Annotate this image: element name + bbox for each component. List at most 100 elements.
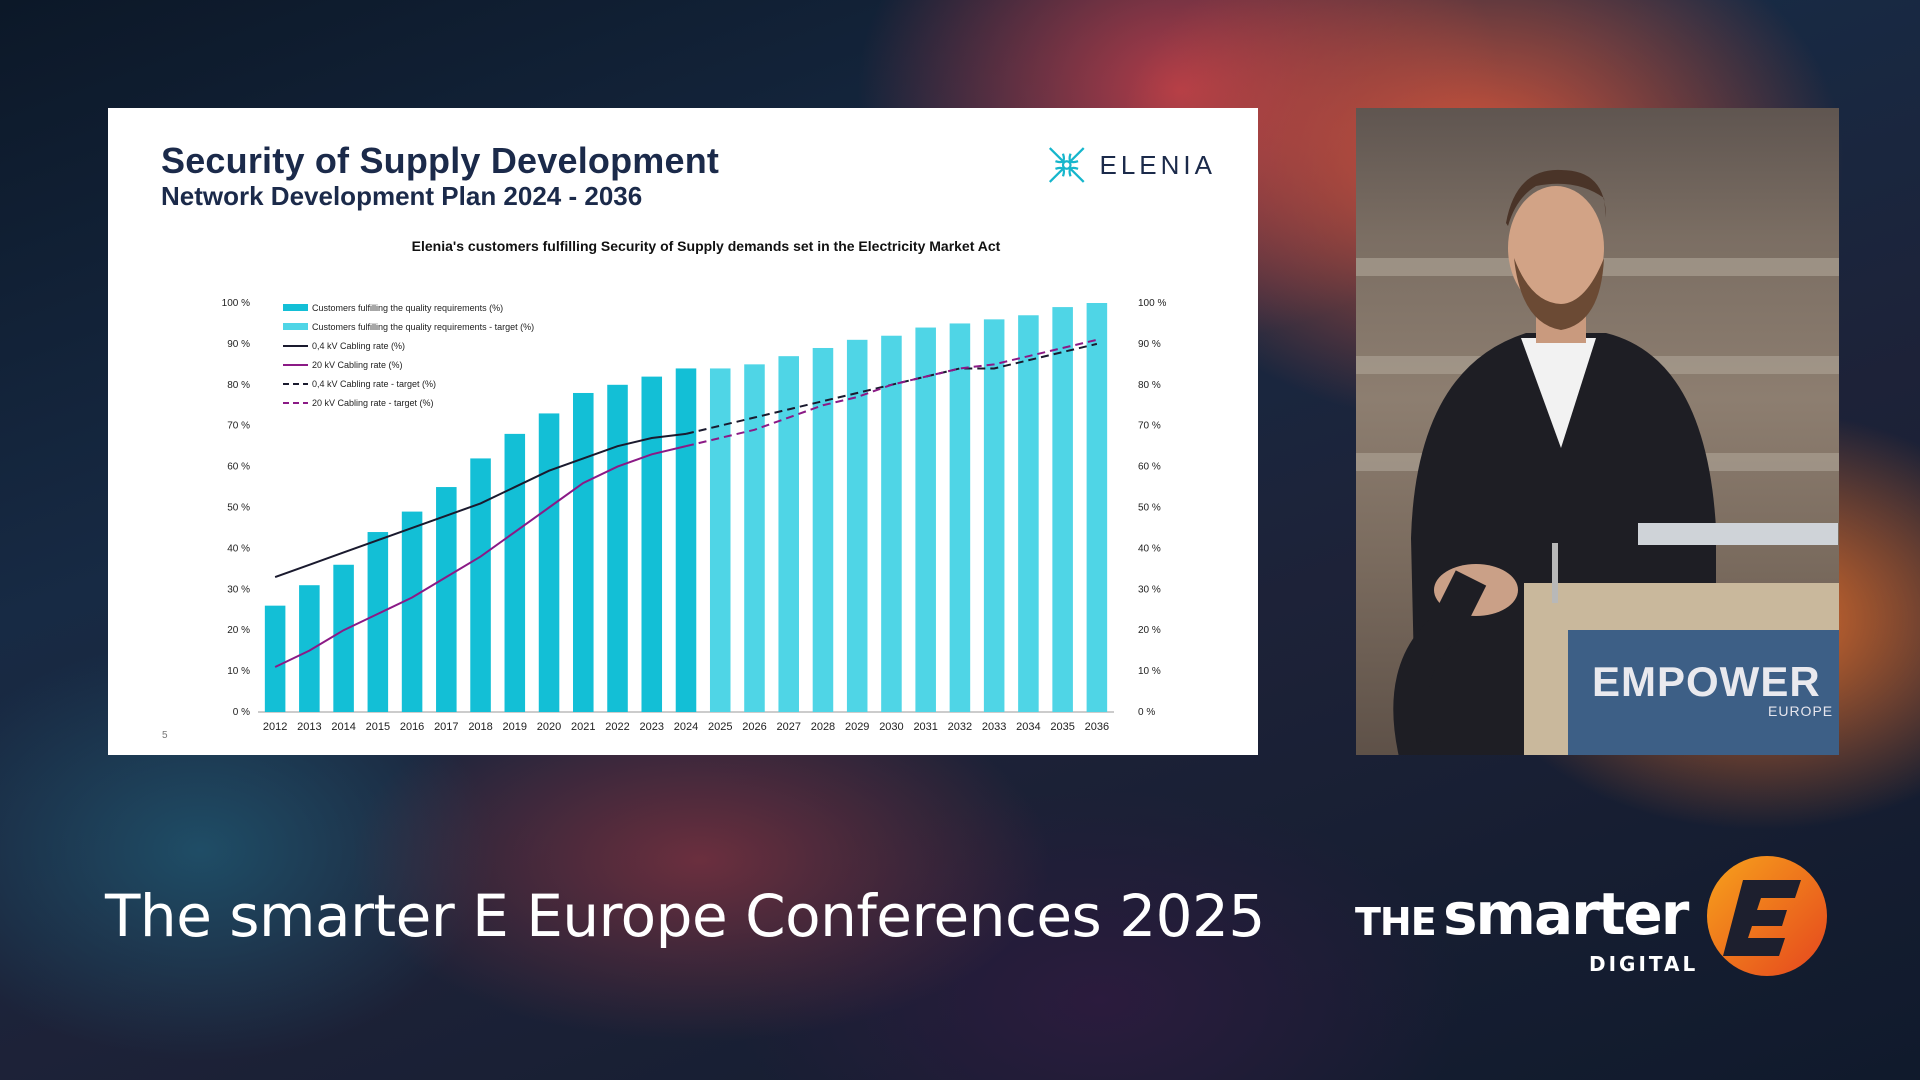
cabling-line bbox=[274, 432, 687, 578]
legend-label: Customers fulfilling the quality require… bbox=[312, 303, 503, 313]
bar-actual bbox=[470, 458, 491, 712]
x-tick-label: 2023 bbox=[640, 721, 664, 733]
logo-the: THE bbox=[1355, 900, 1437, 944]
x-tick-label: 2024 bbox=[674, 721, 698, 733]
x-tick-label: 2031 bbox=[913, 721, 937, 733]
x-tick-label: 2036 bbox=[1085, 721, 1109, 733]
x-tick-label: 2027 bbox=[776, 721, 800, 733]
y-tick-label-left: 80 % bbox=[227, 380, 250, 391]
presentation-slide: Security of Supply Development Network D… bbox=[108, 108, 1258, 755]
x-tick-label: 2025 bbox=[708, 721, 732, 733]
y-tick-label-right: 100 % bbox=[1138, 298, 1166, 309]
logo-digital: DIGITAL bbox=[1589, 952, 1699, 976]
legend-label: 20 kV Cabling rate - target (%) bbox=[312, 398, 434, 408]
target-line bbox=[685, 338, 1098, 448]
legend-label: Customers fulfilling the quality require… bbox=[312, 322, 534, 332]
x-tick-label: 2029 bbox=[845, 721, 869, 733]
legend-label: 20 kV Cabling rate (%) bbox=[312, 360, 403, 370]
legend-swatch bbox=[283, 304, 308, 311]
y-tick-label-right: 70 % bbox=[1138, 421, 1161, 432]
microphone bbox=[1552, 543, 1558, 603]
bar-target bbox=[709, 368, 731, 712]
bar-target bbox=[881, 335, 902, 712]
podium-front-panel bbox=[1568, 630, 1839, 755]
x-tick-label: 2035 bbox=[1050, 721, 1074, 733]
y-tick-label-left: 50 % bbox=[227, 503, 250, 514]
bar-actual bbox=[401, 511, 423, 712]
x-tick-label: 2016 bbox=[400, 721, 424, 733]
slide-page-number: 5 bbox=[162, 730, 168, 741]
bar-target bbox=[1052, 307, 1073, 712]
brand-name: ELENIA bbox=[1099, 149, 1216, 180]
legend-label: 0,4 kV Cabling rate - target (%) bbox=[312, 379, 436, 389]
x-tick-label: 2022 bbox=[605, 721, 629, 733]
bar-target bbox=[949, 323, 971, 712]
y-tick-label-left: 70 % bbox=[227, 421, 250, 432]
bar-actual bbox=[436, 487, 457, 712]
bar-actual bbox=[333, 564, 354, 712]
y-tick-label-left: 0 % bbox=[233, 707, 250, 718]
x-tick-label: 2032 bbox=[948, 721, 972, 733]
bar-target bbox=[812, 347, 834, 712]
x-tick-label: 2020 bbox=[537, 721, 561, 733]
speaker-video: EMPOWER EUROPE bbox=[1356, 108, 1839, 755]
y-tick-label-right: 50 % bbox=[1138, 503, 1161, 514]
y-tick-label-left: 10 % bbox=[227, 666, 250, 677]
bar-actual bbox=[573, 392, 594, 712]
x-tick-label: 2012 bbox=[263, 721, 287, 733]
x-tick-label: 2014 bbox=[331, 721, 355, 733]
legend-label: 0,4 kV Cabling rate (%) bbox=[312, 341, 405, 351]
bar-target bbox=[983, 319, 1005, 712]
bar-target bbox=[1018, 315, 1039, 712]
x-tick-label: 2026 bbox=[742, 721, 766, 733]
x-tick-label: 2017 bbox=[434, 721, 458, 733]
y-tick-label-right: 20 % bbox=[1138, 625, 1161, 636]
x-tick-label: 2013 bbox=[297, 721, 321, 733]
laptop bbox=[1638, 523, 1838, 545]
y-tick-label-right: 80 % bbox=[1138, 380, 1161, 391]
bar-target bbox=[846, 339, 868, 712]
bar-actual bbox=[538, 413, 560, 712]
cabling-line bbox=[274, 445, 687, 668]
legend-swatch bbox=[283, 323, 308, 330]
x-tick-label: 2019 bbox=[503, 721, 527, 733]
bar-actual bbox=[299, 585, 320, 712]
bar-actual bbox=[607, 384, 628, 712]
x-tick-label: 2030 bbox=[879, 721, 903, 733]
y-tick-label-right: 0 % bbox=[1138, 707, 1155, 718]
y-tick-label-left: 60 % bbox=[227, 462, 250, 473]
x-tick-label: 2034 bbox=[1016, 721, 1040, 733]
bar-actual bbox=[264, 605, 286, 712]
slide-subtitle: Network Development Plan 2024 - 2036 bbox=[161, 181, 643, 211]
bar-target bbox=[778, 356, 799, 712]
y-tick-label-left: 100 % bbox=[222, 298, 250, 309]
y-tick-label-right: 40 % bbox=[1138, 543, 1161, 554]
y-tick-label-left: 30 % bbox=[227, 584, 250, 595]
bar-target bbox=[1086, 303, 1108, 712]
y-tick-label-right: 90 % bbox=[1138, 339, 1161, 350]
y-tick-label-left: 20 % bbox=[227, 625, 250, 636]
logo-smarter: smarter bbox=[1443, 880, 1689, 948]
bar-target bbox=[744, 364, 765, 712]
y-tick-label-right: 60 % bbox=[1138, 462, 1161, 473]
bar-target bbox=[915, 327, 936, 712]
chart-title: Elenia's customers fulfilling Security o… bbox=[412, 238, 1001, 254]
bar-actual bbox=[504, 433, 526, 712]
x-tick-label: 2028 bbox=[811, 721, 835, 733]
y-tick-label-right: 10 % bbox=[1138, 666, 1161, 677]
x-tick-label: 2021 bbox=[571, 721, 595, 733]
x-tick-label: 2015 bbox=[366, 721, 390, 733]
y-tick-label-right: 30 % bbox=[1138, 584, 1161, 595]
smarter-e-logo-icon bbox=[1707, 856, 1827, 976]
x-tick-label: 2033 bbox=[982, 721, 1006, 733]
x-tick-label: 2018 bbox=[468, 721, 492, 733]
the-smarter-e-digital-logo: THE smarter DIGITAL bbox=[1355, 852, 1845, 982]
podium-brand-subtext: EUROPE bbox=[1768, 703, 1834, 719]
conference-title: The smarter E Europe Conferences 2025 bbox=[105, 882, 1265, 950]
slide-title: Security of Supply Development bbox=[161, 140, 720, 181]
podium-brand-text: EMPOWER bbox=[1592, 658, 1821, 705]
bar-actual bbox=[675, 368, 697, 712]
security-of-supply-chart: Elenia's customers fulfilling Security o… bbox=[162, 238, 1166, 741]
bar-actual bbox=[641, 376, 663, 712]
elenia-logo-icon bbox=[1048, 147, 1085, 183]
